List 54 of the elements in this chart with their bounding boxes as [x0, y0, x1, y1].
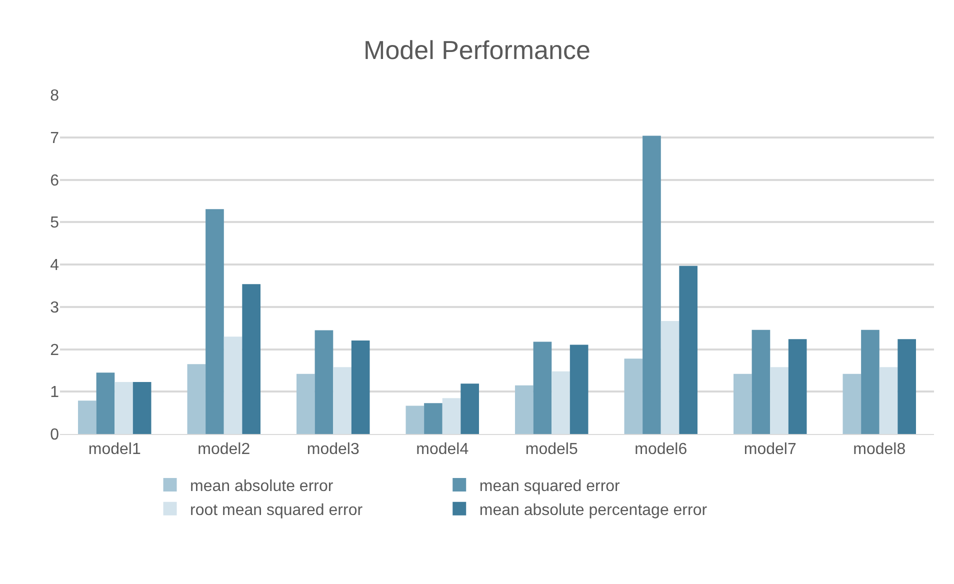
x-tick-label: model5 — [525, 441, 578, 458]
bar — [879, 367, 898, 434]
bar — [515, 385, 534, 434]
bar — [96, 372, 115, 434]
chart-title: Model Performance — [364, 35, 590, 66]
bar — [642, 136, 661, 434]
bar — [770, 367, 788, 434]
bar — [132, 382, 152, 434]
bar — [460, 384, 479, 434]
bar — [570, 344, 588, 434]
bar — [351, 340, 370, 434]
bar — [898, 339, 916, 434]
bar — [752, 330, 770, 434]
bar — [78, 400, 96, 434]
y-tick-label: 0 — [50, 426, 60, 444]
bar — [861, 330, 880, 434]
bar — [424, 403, 442, 434]
bar — [842, 374, 862, 434]
y-tick-label: 3 — [50, 299, 60, 316]
bar — [660, 320, 680, 434]
y-tick-label: 4 — [50, 257, 60, 274]
y-tick-label: 5 — [50, 214, 60, 232]
y-tick-label: 1 — [50, 384, 60, 402]
x-tick-label: model4 — [416, 441, 469, 458]
bar — [624, 358, 643, 434]
bar — [206, 209, 224, 434]
x-tick-label: model1 — [88, 441, 141, 458]
bar — [788, 339, 807, 434]
bar — [224, 336, 242, 434]
bar — [296, 374, 315, 434]
bar — [442, 398, 461, 434]
bar — [406, 406, 424, 434]
x-tick-label: model7 — [744, 441, 796, 458]
y-tick-label: 7 — [50, 130, 60, 147]
legend-label: mean absolute error — [190, 478, 334, 496]
legend-label: root mean squared error — [190, 502, 364, 519]
bar — [679, 266, 698, 434]
bar — [333, 367, 352, 434]
y-tick-label: 2 — [50, 342, 60, 359]
bar — [533, 342, 552, 434]
bar — [242, 284, 260, 434]
bar — [734, 374, 752, 434]
legend-label: mean absolute percentage error — [479, 502, 708, 519]
x-tick-label: model8 — [853, 441, 906, 458]
x-tick-label: model3 — [306, 441, 360, 458]
legend-label: mean squared error — [479, 478, 621, 496]
y-tick-label: 6 — [50, 172, 60, 190]
bar — [187, 364, 206, 434]
bar — [114, 382, 133, 434]
y-tick-label: 8 — [50, 88, 60, 105]
bar — [552, 371, 570, 434]
x-tick-label: model6 — [634, 441, 688, 458]
x-tick-label: model2 — [198, 441, 250, 458]
bar — [314, 330, 334, 434]
